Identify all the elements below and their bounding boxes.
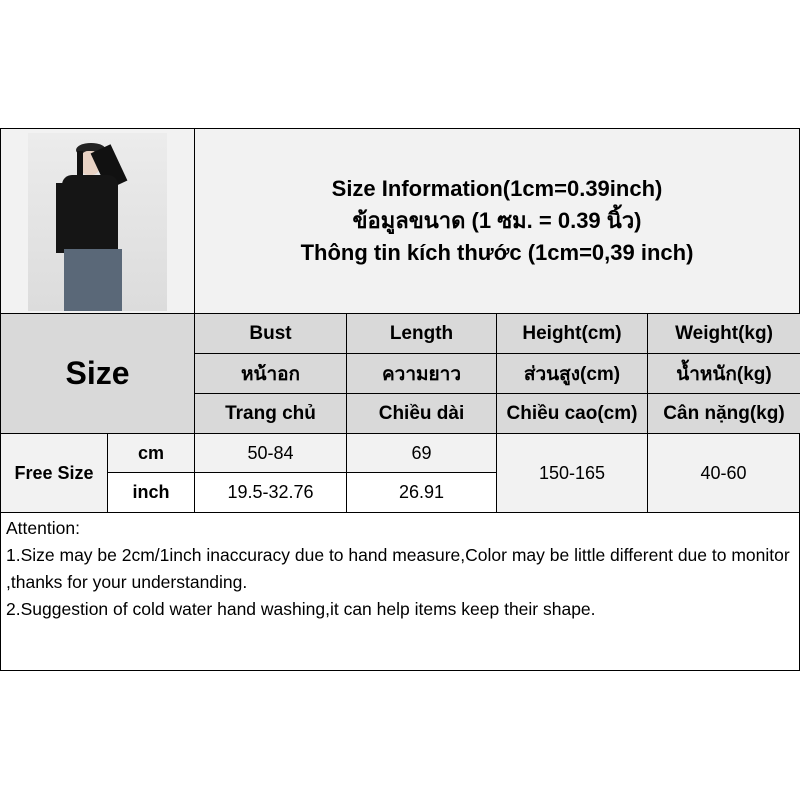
header-label: ส่วนสูง(cm): [523, 363, 621, 385]
free-size-label: Free Size: [0, 433, 108, 513]
size-info-title: Size Information(1cm=0.39inch) ข้อมูลขนา…: [194, 128, 800, 314]
column-header-vi: Chiều dài: [346, 393, 497, 434]
header-label: Trang chủ: [225, 402, 316, 424]
header-label: Bust: [249, 322, 292, 344]
size-label: Size: [65, 355, 130, 391]
column-header-en: Height(cm): [496, 313, 648, 354]
unit-cm: cm: [107, 433, 195, 473]
product-photo: [28, 133, 167, 311]
unit-inch: inch: [107, 472, 195, 513]
column-header-th: น้ำหนัก(kg): [647, 353, 800, 394]
cell-value: 40-60: [700, 462, 747, 483]
header-label: Weight(kg): [675, 322, 773, 344]
attention-line-2: 2.Suggestion of cold water hand washing,…: [6, 599, 596, 619]
column-header-th: ความยาว: [346, 353, 497, 394]
attention-line-1: 1.Size may be 2cm/1inch inaccuracy due t…: [6, 545, 790, 592]
header-label: Length: [389, 322, 454, 344]
column-header-vi: Trang chủ: [194, 393, 347, 434]
header-label: Height(cm): [522, 322, 622, 344]
inch-bust: 19.5-32.76: [194, 472, 347, 513]
title-vietnamese: Thông tin kích thước (1cm=0,39 inch): [300, 240, 694, 265]
column-header-th: ส่วนสูง(cm): [496, 353, 648, 394]
title-thai: ข้อมูลขนาด (1 ซม. = 0.39 นิ้ว): [352, 208, 642, 233]
row-label: Free Size: [14, 462, 94, 483]
unit-label: cm: [137, 442, 164, 463]
column-header-en: Weight(kg): [647, 313, 800, 354]
unit-label: inch: [132, 482, 170, 502]
cell-value: 150-165: [538, 462, 606, 483]
column-header-vi: Cân nặng(kg): [647, 393, 800, 434]
attention-notes: Attention: 1.Size may be 2cm/1inch inacc…: [0, 512, 800, 671]
header-label: ความยาว: [381, 363, 462, 385]
column-header-en: Bust: [194, 313, 347, 354]
attention-title: Attention:: [6, 518, 80, 538]
cell-value: 69: [411, 442, 432, 463]
weight-value: 40-60: [647, 433, 800, 513]
height-value: 150-165: [496, 433, 648, 513]
column-header-th: หน้าอก: [194, 353, 347, 394]
cell-value: 50-84: [247, 442, 294, 463]
inch-length: 26.91: [346, 472, 497, 513]
cell-value: 19.5-32.76: [227, 482, 314, 502]
column-header-en: Length: [346, 313, 497, 354]
cell-value: 26.91: [398, 482, 445, 502]
title-english: Size Information(1cm=0.39inch): [331, 176, 663, 201]
column-header-vi: Chiều cao(cm): [496, 393, 648, 434]
size-header: Size: [0, 313, 195, 434]
cm-bust: 50-84: [194, 433, 347, 473]
header-label: หน้าอก: [240, 363, 301, 385]
cm-length: 69: [346, 433, 497, 473]
header-label: น้ำหนัก(kg): [676, 363, 772, 385]
header-label: Cân nặng(kg): [663, 402, 785, 424]
header-label: Chiều cao(cm): [506, 402, 638, 424]
header-label: Chiều dài: [378, 402, 465, 424]
